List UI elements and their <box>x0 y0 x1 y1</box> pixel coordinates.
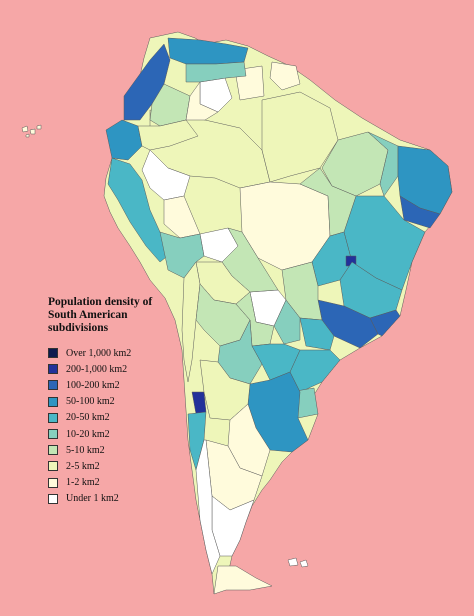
legend-swatch <box>48 429 58 440</box>
falkland-islands <box>287 557 309 568</box>
legend-label: Over 1,000 km2 <box>66 347 132 359</box>
land-regions <box>103 31 453 595</box>
legend-item: 20-50 km2 <box>48 410 178 426</box>
legend-swatch <box>48 348 58 359</box>
legend-label: 20-50 km2 <box>66 412 110 424</box>
legend-swatch <box>48 493 58 504</box>
legend-swatch <box>48 364 58 375</box>
galapagos-islands <box>21 124 42 138</box>
legend-label: 10-20 km2 <box>66 428 110 440</box>
legend-item: Over 1,000 km2 <box>48 345 178 361</box>
region-patagonia-chile <box>195 439 221 575</box>
region-colombia-south <box>137 119 199 151</box>
map-legend: Population density of South American sub… <box>48 296 178 507</box>
legend-swatch <box>48 412 58 423</box>
legend-label: Under 1 km2 <box>66 493 119 505</box>
region-chile-north <box>181 261 201 383</box>
region-argentina-santa-fe <box>251 343 301 381</box>
region-venezuela-llanos <box>185 61 247 83</box>
legend-item: 1-2 km2 <box>48 475 178 491</box>
legend-item: 50-100 km2 <box>48 394 178 410</box>
region-pernambuco <box>399 195 441 229</box>
legend-item: 5-10 km2 <box>48 442 178 458</box>
legend-title-line-2: South American <box>48 309 128 321</box>
region-tierra-del-fuego <box>213 565 273 595</box>
legend-item: 200-1,000 km2 <box>48 361 178 377</box>
region-parana <box>299 317 335 351</box>
region-venezuela-coast <box>167 37 249 65</box>
legend-item: 2-5 km2 <box>48 458 178 474</box>
region-peru-south <box>159 231 205 279</box>
region-peru-coast <box>107 157 171 263</box>
legend-title-line-3: subdivisions <box>48 322 109 334</box>
legend-title: Population density of South American sub… <box>48 296 178 335</box>
legend-items: Over 1,000 km2 200-1,000 km2 100-200 km2 50… <box>48 345 178 507</box>
legend-label: 5-10 km2 <box>66 444 105 456</box>
legend-item: 10-20 km2 <box>48 426 178 442</box>
legend-swatch <box>48 461 58 472</box>
legend-title-line-1: Population density of <box>48 296 153 308</box>
legend-swatch <box>48 477 58 488</box>
region-rio <box>369 309 401 337</box>
legend-label: 100-200 km2 <box>66 379 120 391</box>
legend-swatch <box>48 445 58 456</box>
legend-label: 50-100 km2 <box>66 396 115 408</box>
legend-swatch <box>48 396 58 407</box>
region-amapa <box>269 61 301 91</box>
legend-label: 200-1,000 km2 <box>66 363 128 375</box>
region-paraguay-east <box>273 299 301 345</box>
legend-item: 100-200 km2 <box>48 377 178 393</box>
legend-item: Under 1 km2 <box>48 491 178 507</box>
legend-label: 1-2 km2 <box>66 477 100 489</box>
legend-swatch <box>48 380 58 391</box>
legend-label: 2-5 km2 <box>66 460 100 472</box>
region-venezuela-south <box>185 81 219 121</box>
